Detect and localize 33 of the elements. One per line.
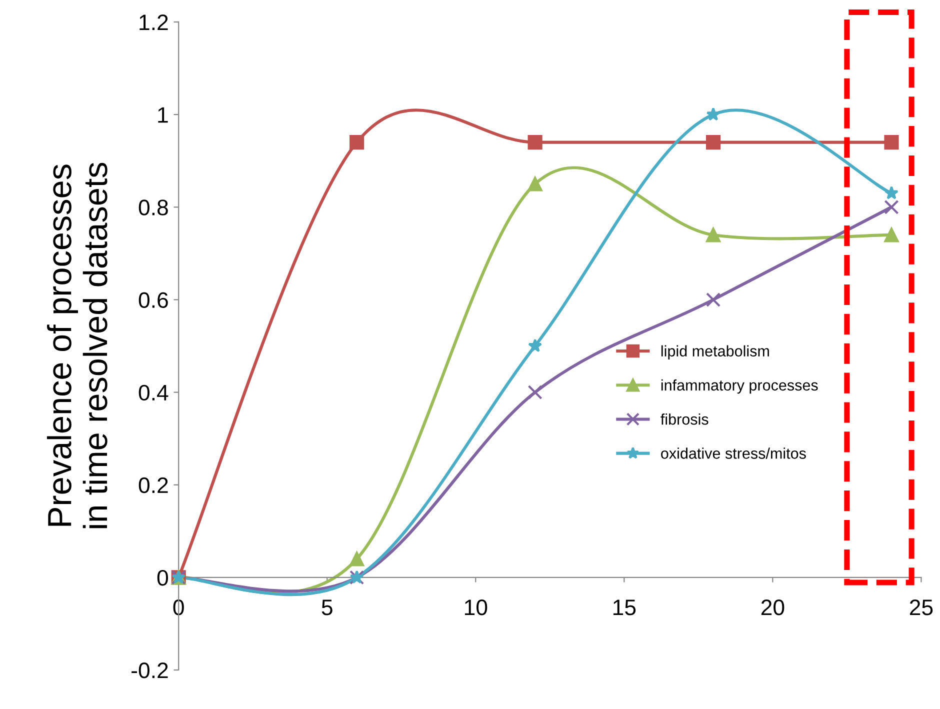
y-axis-title: Prevalence of processes in time resolved datasets — [46, 162, 108, 528]
x-tick-label: 25 — [910, 600, 933, 616]
y-tick-label: -0.2 — [132, 662, 168, 678]
legend-label: infammatory processes — [661, 379, 818, 394]
point — [528, 384, 542, 400]
point — [706, 228, 721, 242]
legend-label: oxidative stress/mitos — [661, 448, 806, 459]
y-tick-label: 0.8 — [138, 200, 168, 216]
point — [884, 228, 899, 242]
y-tick-label: 0.2 — [138, 477, 168, 494]
y-tick-label: 0.6 — [138, 292, 168, 308]
point — [706, 135, 721, 150]
point — [350, 552, 364, 566]
y-tick-label: 1.2 — [140, 14, 168, 30]
point — [706, 292, 721, 307]
x-tick-label: 0 — [173, 600, 184, 616]
legend-label: fibrosis — [660, 414, 708, 425]
x-tick-label: 20 — [761, 600, 784, 616]
point — [884, 200, 899, 214]
point — [528, 135, 542, 150]
y-tick-label: 0.4 — [138, 384, 168, 401]
x-tick-label: 10 — [464, 600, 488, 616]
point — [528, 338, 542, 352]
y-tick-label: 1 — [158, 107, 168, 123]
legend-label: lipid metabolism — [661, 345, 769, 360]
point — [528, 176, 542, 192]
point — [706, 107, 720, 121]
x-tick-label: 5 — [322, 600, 332, 616]
point — [884, 186, 898, 200]
x-tick-label: 15 — [613, 600, 636, 616]
point — [884, 135, 899, 150]
y-tick-label: 0 — [157, 570, 168, 586]
point — [350, 135, 364, 150]
